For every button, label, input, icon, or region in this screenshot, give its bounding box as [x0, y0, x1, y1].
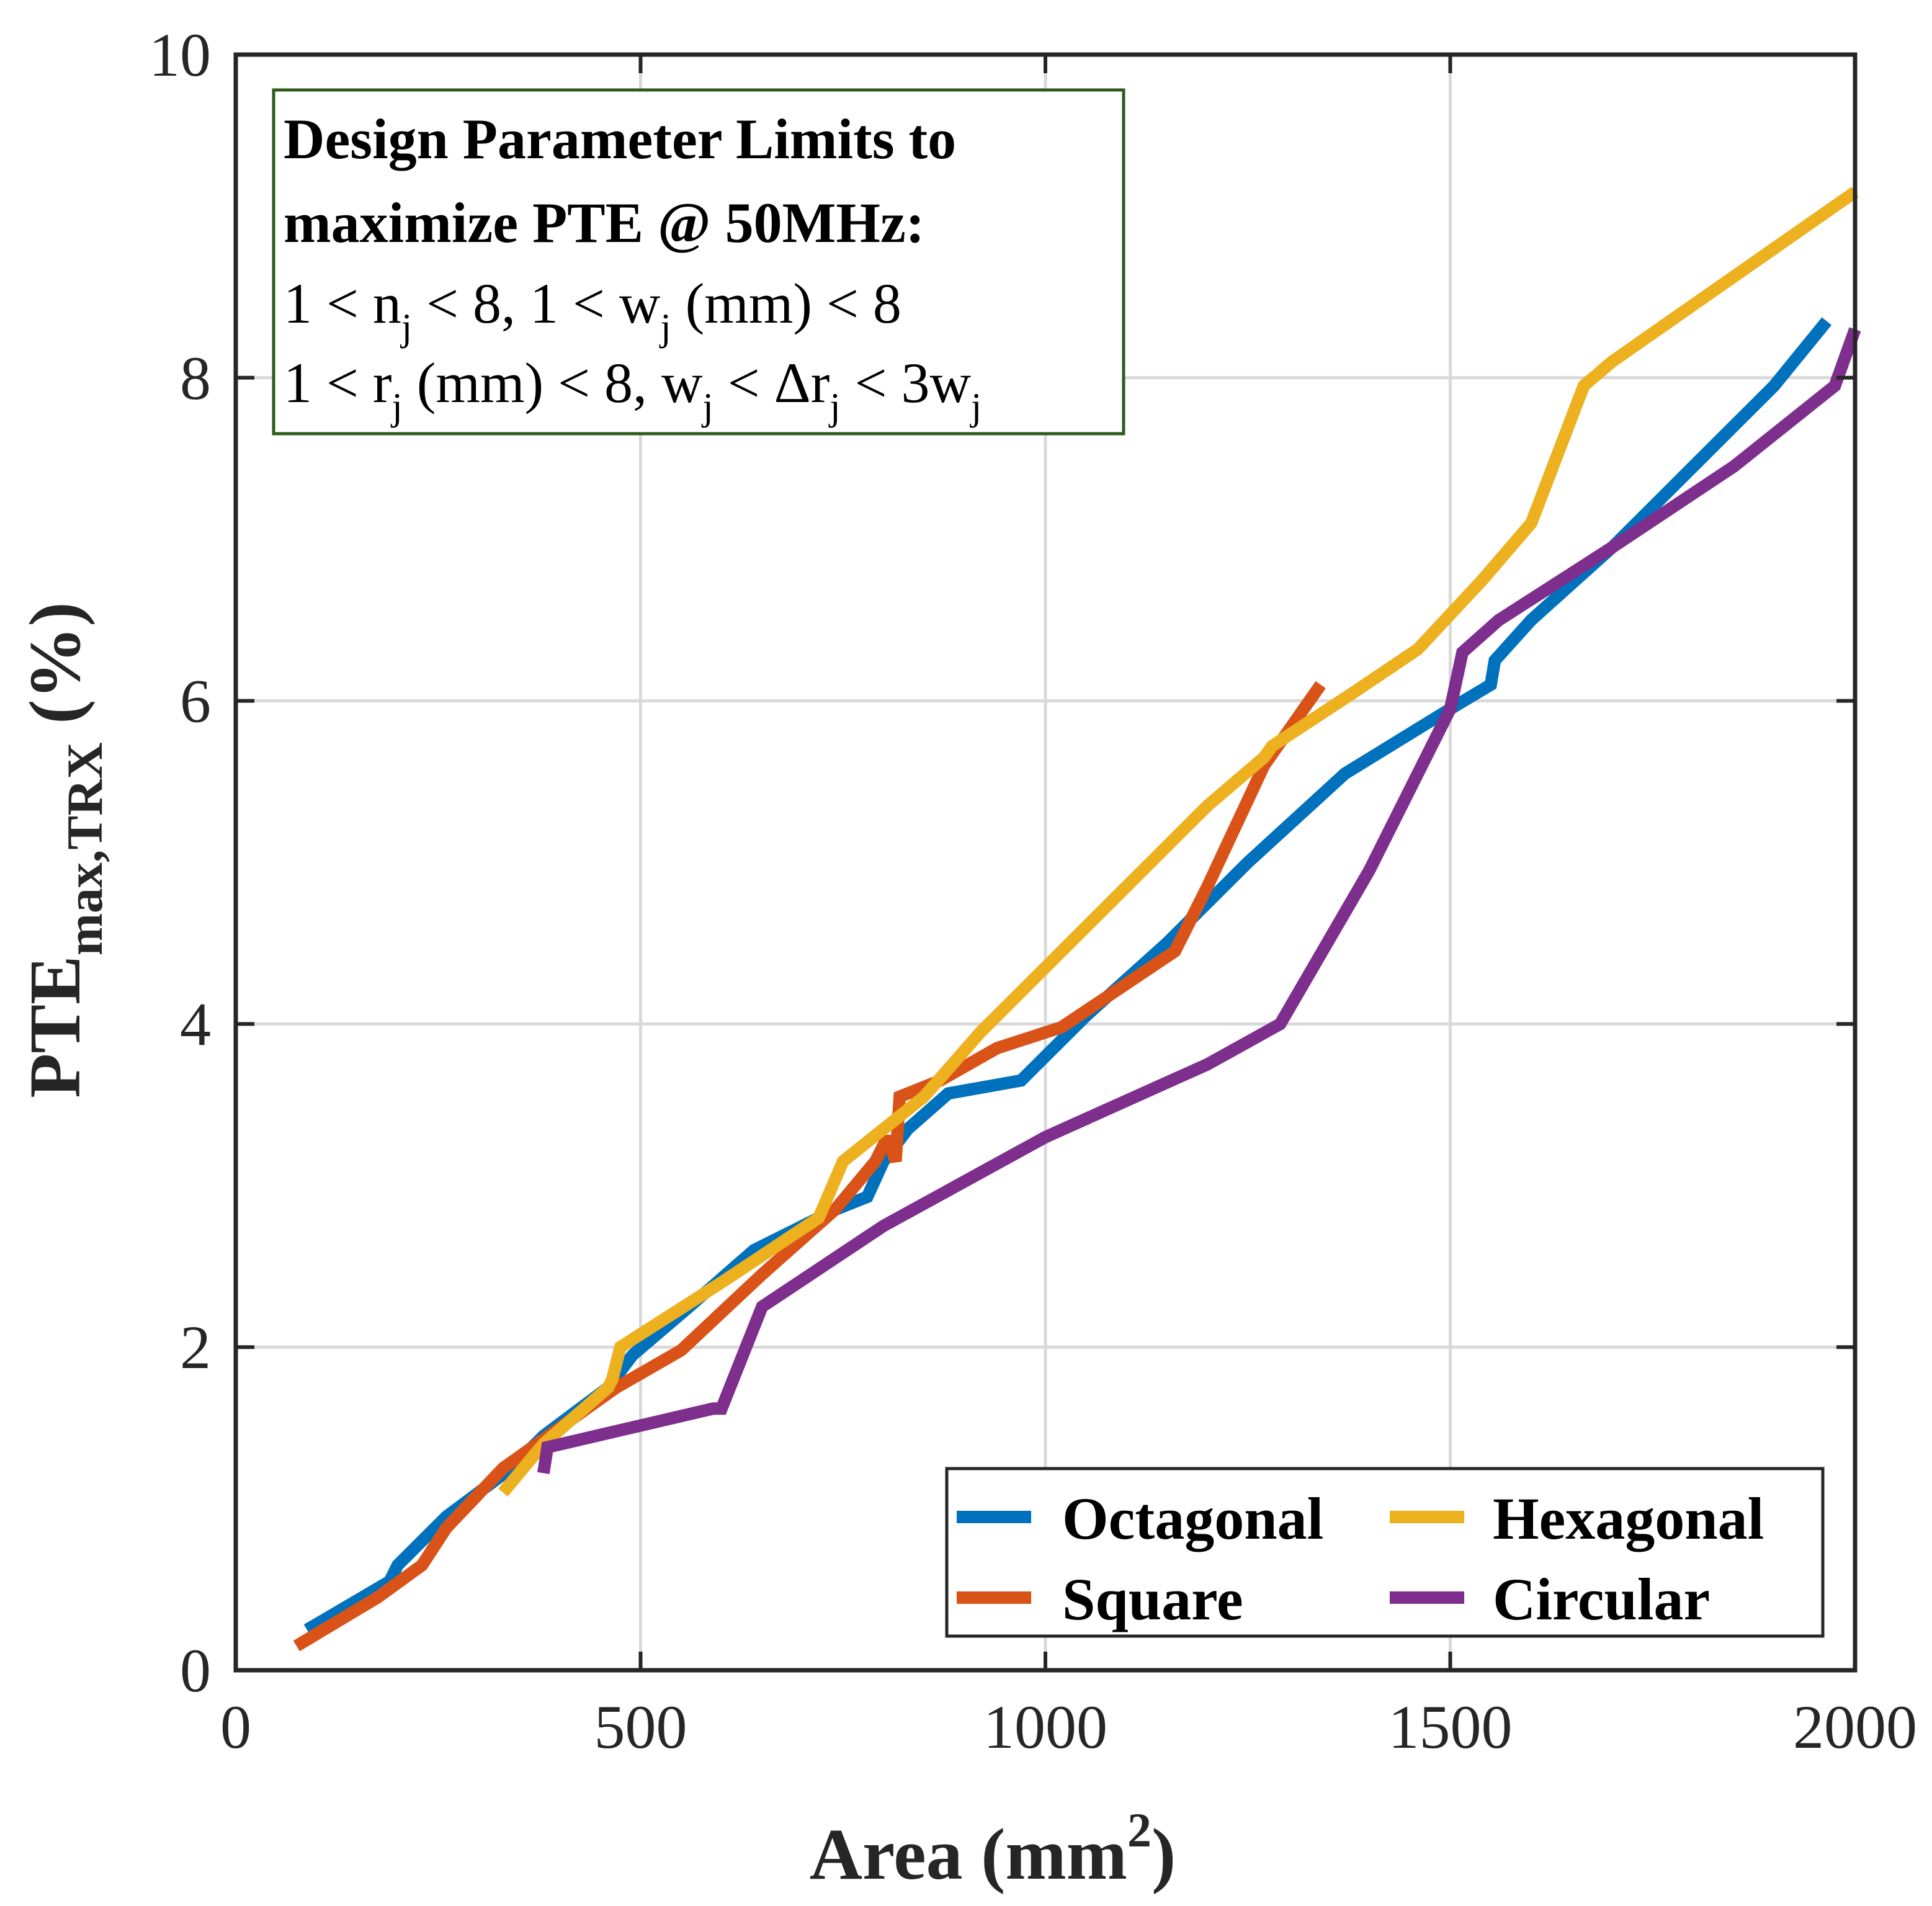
series-line-square [293, 681, 1326, 1652]
tick-labels: 0 500 1000 1500 2000 0 2 4 6 8 10 [149, 20, 1917, 1761]
y-tick-label: 8 [180, 344, 211, 413]
annotation-line-4: 1 < rj (mm) < 8, wj < Δrj < 3wj [284, 351, 982, 428]
legend-label-square: Square [1062, 1566, 1243, 1632]
annotation-line-2: maximize PTE @ 50MHz: [284, 191, 924, 254]
y-tick-label: 4 [180, 990, 211, 1058]
annotation-box: Design Parameter Limits to maximize PTE … [272, 88, 1125, 436]
tick-marks [234, 53, 1857, 1672]
x-tick-label: 500 [594, 1693, 687, 1761]
y-tick-label: 0 [180, 1636, 211, 1705]
x-tick-label: 1000 [983, 1693, 1107, 1761]
y-axis-label: PTEmax,TRX (%) [14, 602, 113, 1098]
legend: Octagonal Hexagonal Square Circular [945, 1467, 1825, 1638]
x-tick-label: 2000 [1793, 1693, 1917, 1761]
y-tick-label: 6 [180, 667, 211, 736]
annotation-line-3: 1 < nj < 8, 1 < wj (mm) < 8 [284, 272, 901, 349]
y-tick-label: 2 [180, 1313, 211, 1382]
x-axis-label: Area (mm2) [810, 1803, 1176, 1895]
series-lines [293, 187, 1861, 1652]
series-line-hexagonal [498, 187, 1859, 1497]
x-tick-label: 1500 [1389, 1693, 1513, 1761]
annotation-line-1: Design Parameter Limits to [284, 107, 956, 171]
legend-label-octagonal: Octagonal [1062, 1485, 1323, 1552]
series-line-octagonal [303, 317, 1832, 1635]
legend-label-hexagonal: Hexagonal [1493, 1485, 1764, 1552]
x-tick-label: 0 [220, 1693, 251, 1761]
legend-label-circular: Circular [1493, 1566, 1710, 1632]
annotation-frame [272, 88, 1125, 436]
legend-frame [945, 1467, 1825, 1638]
series-line-circular [537, 327, 1861, 1474]
y-tick-label: 10 [149, 20, 211, 89]
